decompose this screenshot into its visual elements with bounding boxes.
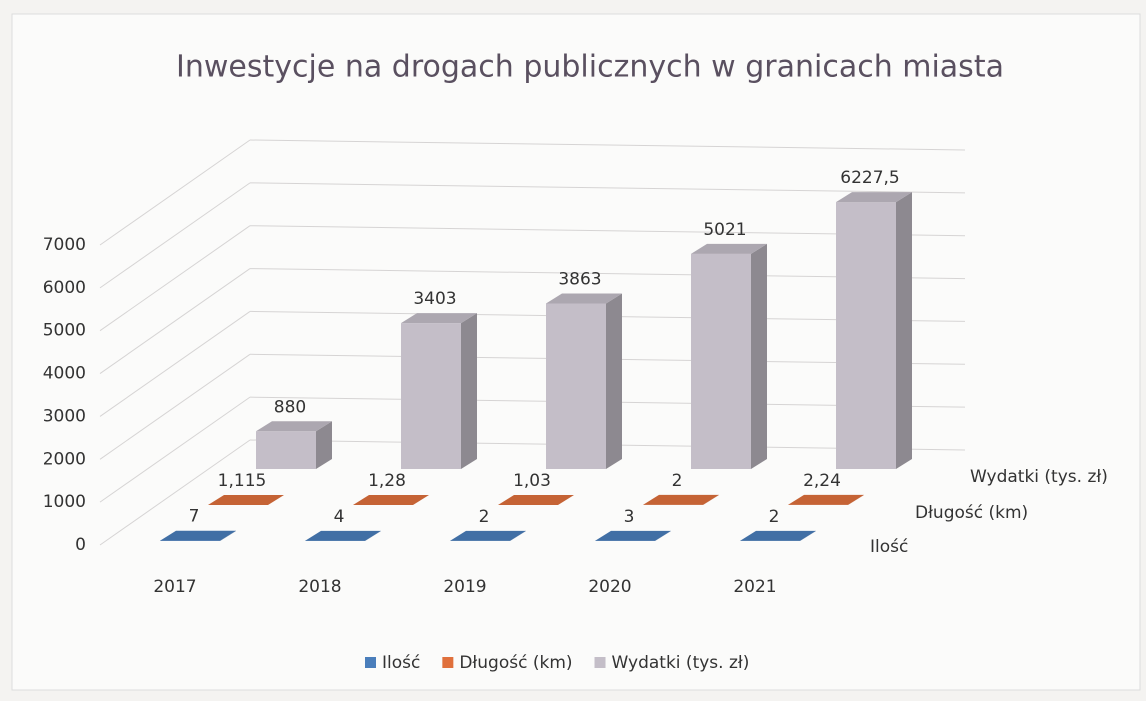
grid-line: [99, 439, 251, 546]
grid-line: [99, 311, 251, 417]
data-label: 1,115: [218, 471, 267, 491]
legend-label: Ilość: [382, 653, 420, 673]
data-label: 3863: [558, 269, 601, 289]
bar-side: [896, 192, 912, 469]
bar-side: [751, 243, 767, 469]
x-tick-label: 2019: [443, 577, 486, 597]
grid-line: [99, 353, 251, 460]
y-tick-label: 5000: [43, 321, 86, 341]
y-tick-label: 1000: [43, 492, 86, 512]
data-label: 4: [334, 507, 345, 527]
data-label: 7: [189, 507, 200, 527]
series-axis-label: Wydatki (tys. zł): [970, 467, 1108, 487]
legend-label: Długość (km): [459, 653, 572, 673]
data-label: 2: [672, 471, 683, 491]
legend-swatch: [365, 657, 376, 668]
grid-line: [99, 225, 251, 332]
legend-label: Wydatki (tys. zł): [612, 653, 750, 673]
grid-line: [99, 182, 251, 289]
bar-top: [691, 243, 767, 254]
data-label: 2: [479, 507, 490, 527]
legend-swatch: [442, 657, 454, 668]
bar-top: [450, 530, 526, 541]
y-tick-label: 0: [75, 535, 86, 555]
bar-top: [498, 494, 574, 505]
bar-top: [401, 313, 477, 324]
bar-top: [836, 192, 912, 203]
x-tick-label: 2018: [298, 577, 341, 597]
y-tick-label: 6000: [43, 278, 86, 298]
grid-line: [249, 182, 966, 194]
bar-side: [268, 494, 284, 505]
data-label: 1,03: [513, 471, 551, 491]
bar-top: [160, 530, 236, 541]
chart-title: Inwestycje na drogach publicznych w gran…: [176, 50, 1004, 85]
x-tick-label: 2017: [153, 577, 196, 597]
bar: [546, 303, 606, 469]
bar-side: [558, 494, 574, 505]
bar-top: [546, 293, 622, 304]
bar-top: [595, 530, 671, 541]
bar-side: [848, 494, 864, 505]
y-tick-label: 2000: [43, 449, 86, 469]
x-tick-label: 2021: [733, 577, 776, 597]
bar-side: [703, 494, 719, 505]
grid-line: [99, 139, 251, 246]
data-label: 2: [769, 507, 780, 527]
grid-line: [99, 268, 251, 374]
y-tick-label: 7000: [43, 235, 86, 255]
legend-swatch: [594, 657, 606, 668]
bar-side: [800, 530, 816, 541]
data-label: 5021: [703, 220, 746, 240]
bar-side: [461, 313, 477, 469]
bar-side: [413, 494, 429, 505]
data-label: 6227,5: [840, 168, 899, 188]
data-label: 1,28: [368, 471, 406, 491]
grid-line: [99, 396, 251, 503]
data-label: 880: [274, 397, 306, 417]
bar-top: [208, 494, 284, 505]
series-axis-label: Długość (km): [915, 503, 1028, 523]
bar: [256, 431, 316, 469]
bar-top: [353, 494, 429, 505]
bar: [401, 323, 461, 469]
y-tick-label: 3000: [43, 406, 86, 426]
bar: [836, 202, 896, 469]
data-label: 3: [624, 507, 635, 527]
data-label: 2,24: [803, 471, 841, 491]
bar-side: [655, 530, 671, 541]
bar-side: [220, 530, 236, 541]
bar-top: [643, 494, 719, 505]
bar-side: [365, 530, 381, 541]
grid-line: [249, 139, 966, 151]
y-tick-label: 4000: [43, 364, 86, 384]
x-tick-label: 2020: [588, 577, 631, 597]
bar-side: [606, 293, 622, 469]
bar-top: [305, 530, 381, 541]
bar-top: [740, 530, 816, 541]
bar-side: [316, 421, 332, 469]
series-axis-label: Ilość: [870, 537, 908, 557]
data-label: 3403: [413, 289, 456, 309]
bar-side: [510, 530, 526, 541]
bar: [691, 253, 751, 469]
bar-top: [256, 421, 332, 432]
bar-top: [788, 494, 864, 505]
